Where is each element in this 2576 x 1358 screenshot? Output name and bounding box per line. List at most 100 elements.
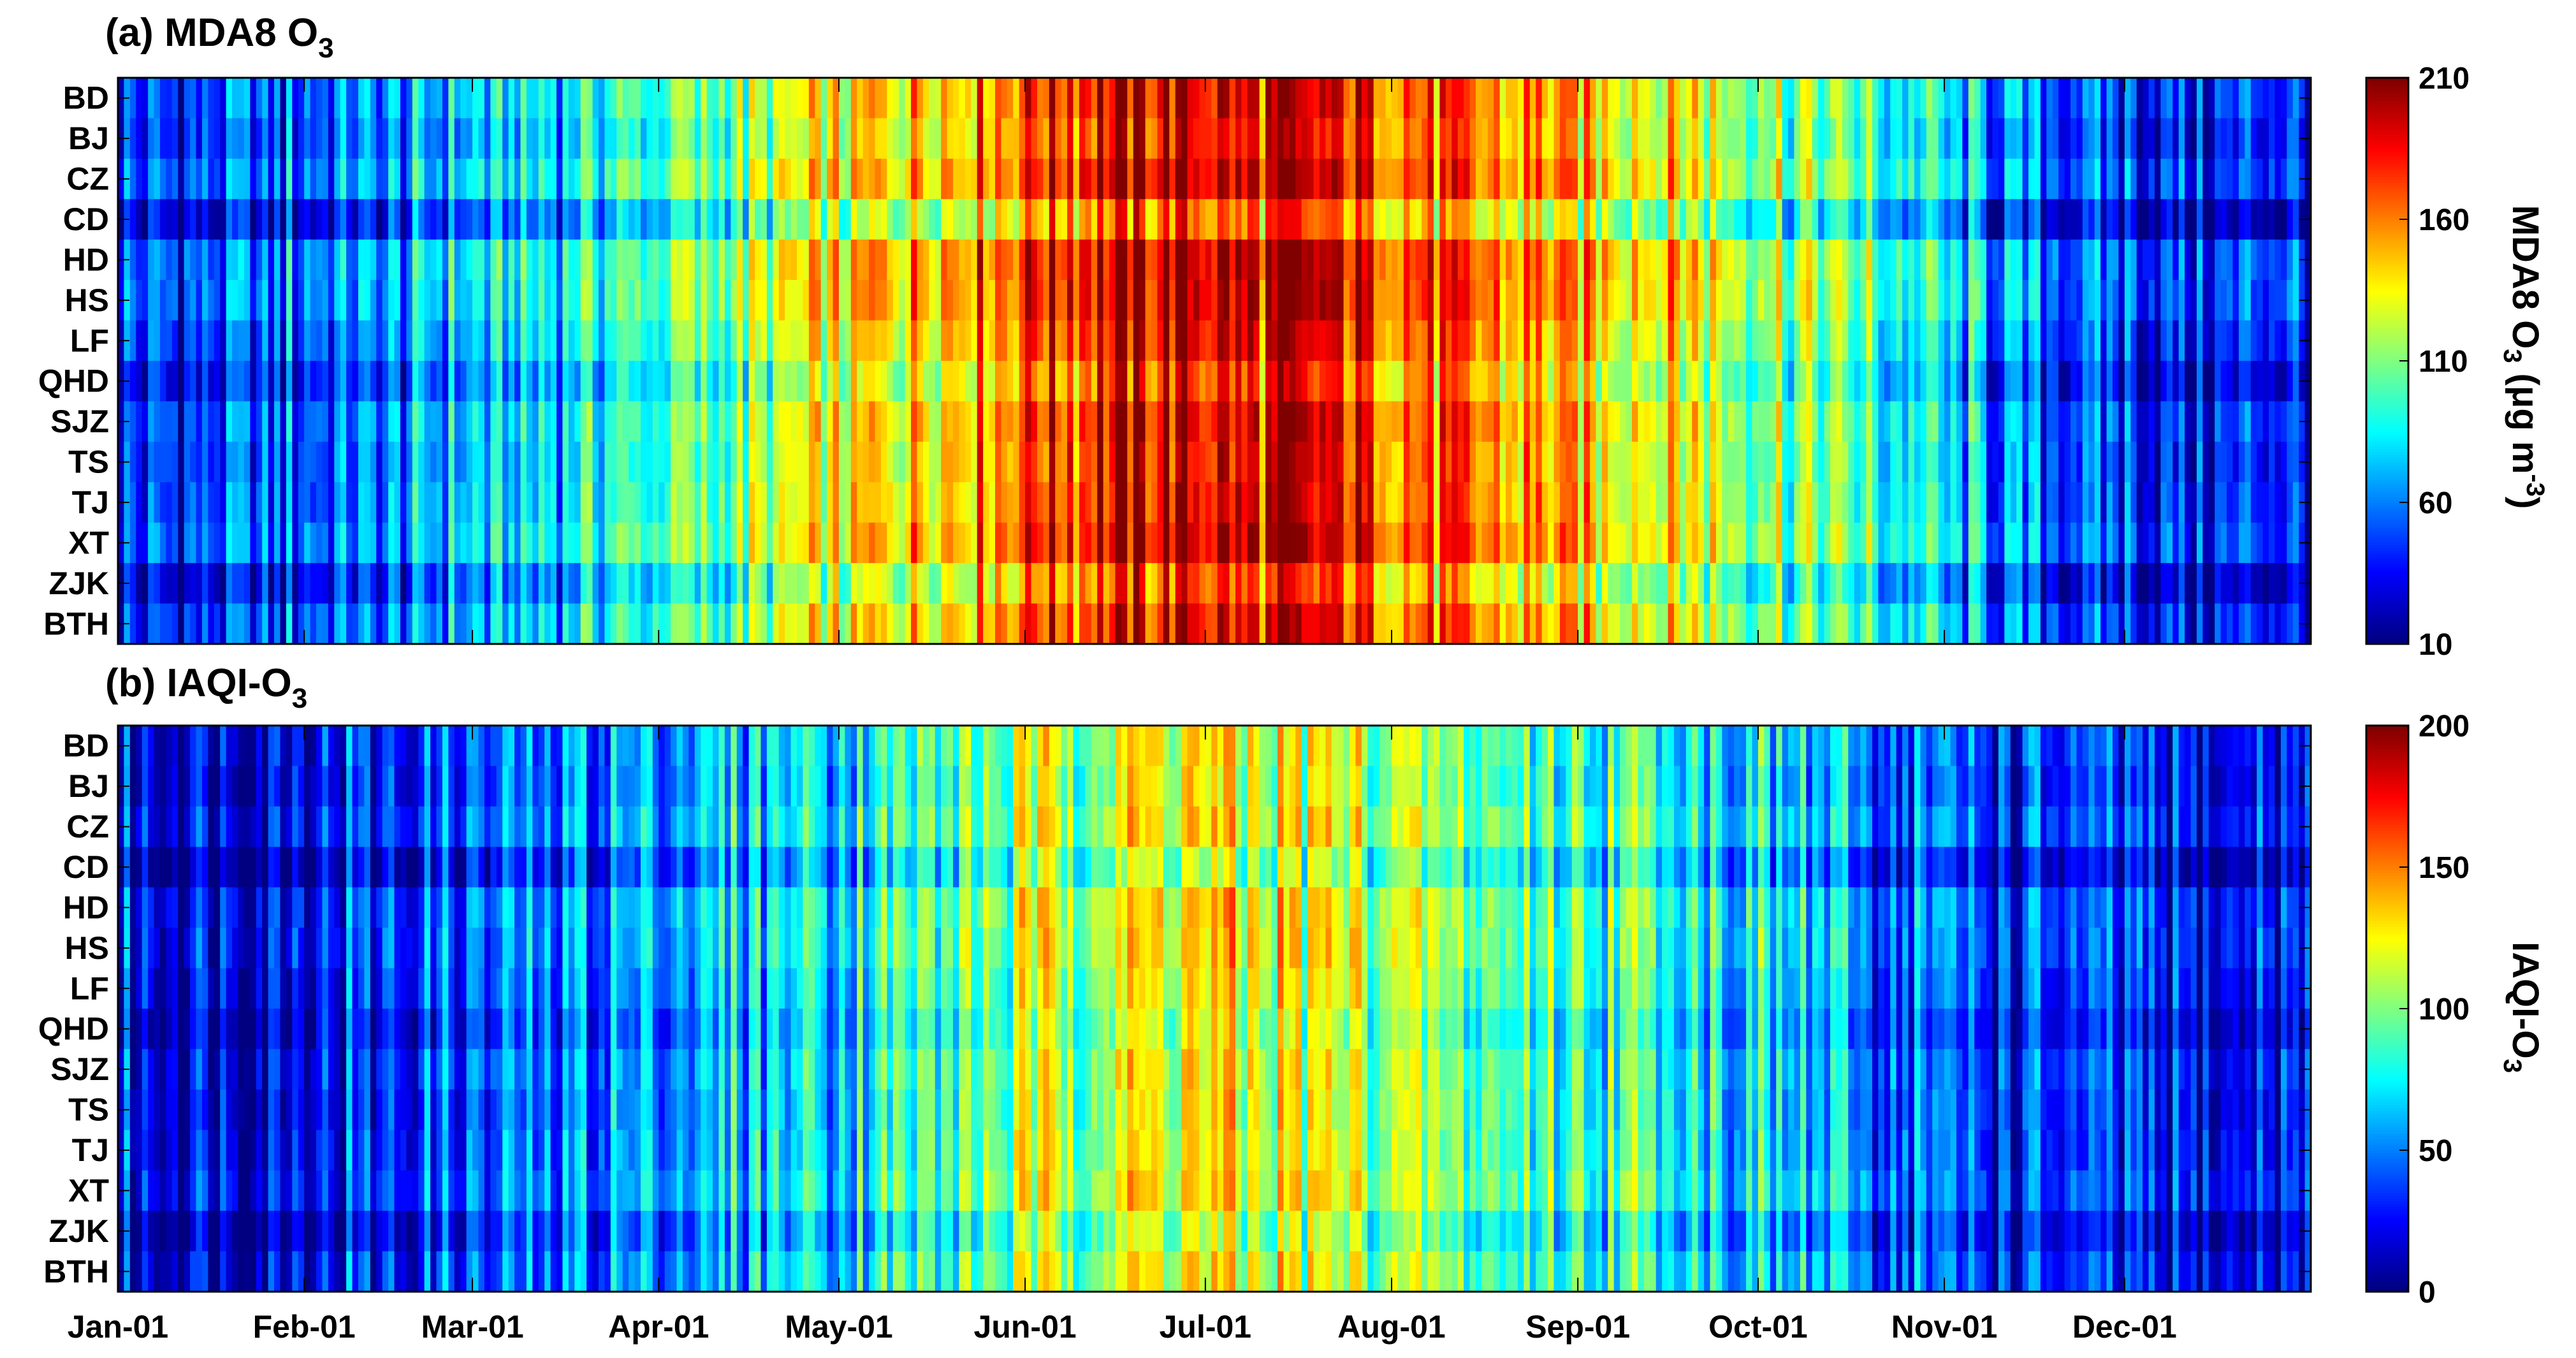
heatmap-cell [334, 320, 341, 361]
heatmap-cell [370, 199, 377, 240]
heatmap-cell [538, 441, 545, 483]
heatmap-cell [1277, 320, 1284, 361]
heatmap-cell [892, 78, 899, 119]
heatmap-cell [298, 482, 305, 523]
heatmap-cell [1091, 522, 1098, 564]
heatmap-cell [652, 361, 660, 402]
heatmap-cell [1613, 441, 1620, 483]
heatmap-cell [1247, 320, 1255, 361]
heatmap-cell [1620, 522, 1627, 564]
heatmap-cell [1632, 482, 1639, 523]
heatmap-cell [796, 78, 804, 119]
heatmap-cell [226, 482, 233, 523]
heatmap-cell [1554, 199, 1561, 240]
heatmap-cell [629, 482, 636, 523]
heatmap-cell [328, 361, 335, 402]
heatmap-cell [2100, 482, 2107, 523]
heatmap-cell [1205, 603, 1212, 645]
heatmap-cell [2088, 78, 2095, 119]
heatmap-cell [532, 158, 539, 200]
heatmap-cell [1986, 522, 1993, 564]
heatmap-cell [1499, 441, 1506, 483]
heatmap-cell [190, 441, 197, 483]
heatmap-cell [2280, 280, 2288, 321]
heatmap-cell [1770, 199, 1777, 240]
heatmap-cell [256, 482, 263, 523]
heatmap-cell [2185, 158, 2192, 200]
heatmap-cell [2136, 78, 2143, 119]
heatmap-cell [1397, 603, 1404, 645]
heatmap-cell [935, 158, 942, 200]
heatmap-cell [136, 361, 143, 402]
heatmap-cell [538, 482, 545, 523]
heatmap-cell [340, 320, 347, 361]
heatmap-cell [778, 280, 785, 321]
heatmap-cell [1169, 239, 1176, 281]
heatmap-cell [1025, 482, 1032, 523]
heatmap-cell [850, 361, 858, 402]
heatmap-cell [2196, 401, 2204, 442]
heatmap-cell [1680, 482, 1687, 523]
heatmap-cell [1007, 78, 1014, 119]
heatmap-cell [436, 603, 443, 645]
heatmap-cell [418, 118, 425, 159]
heatmap-cell [1818, 482, 1825, 523]
heatmap-cell [701, 603, 708, 645]
heatmap-cell [1692, 320, 1699, 361]
heatmap-cell [1613, 482, 1620, 523]
heatmap-cell [1211, 361, 1218, 402]
heatmap-cell [256, 441, 263, 483]
heatmap-cell [442, 320, 449, 361]
heatmap-cell [244, 78, 251, 119]
heatmap-cell [1776, 118, 1783, 159]
heatmap-cell [1746, 401, 1753, 442]
heatmap-cell [640, 239, 648, 281]
heatmap-cell [220, 158, 227, 200]
heatmap-cell [394, 199, 401, 240]
heatmap-cell [953, 158, 960, 200]
heatmap-cell [838, 361, 846, 402]
heatmap-cell [1998, 199, 2005, 240]
heatmap-cell [1043, 522, 1050, 564]
heatmap-cell [1578, 199, 1585, 240]
heatmap-cell [1145, 78, 1152, 119]
heatmap-cell [454, 78, 461, 119]
heatmap-cell [1361, 563, 1369, 604]
heatmap-cell [2064, 199, 2071, 240]
heatmap-cell [815, 320, 822, 361]
heatmap-cell [1350, 563, 1357, 604]
heatmap-cell [1710, 563, 1717, 604]
heatmap-cell [358, 401, 365, 442]
heatmap-cell [1872, 563, 1879, 604]
heatmap-cell [1175, 603, 1182, 645]
heatmap-cell [1848, 563, 1855, 604]
heatmap-cell [1434, 118, 1441, 159]
heatmap-cell [1986, 78, 1993, 119]
heatmap-cell [166, 401, 173, 442]
heatmap-cell [352, 280, 359, 321]
heatmap-cell [766, 118, 774, 159]
heatmap-cell [1698, 482, 1705, 523]
heatmap-cell [887, 482, 894, 523]
heatmap-cell [1265, 522, 1272, 564]
heatmap-cell [622, 118, 629, 159]
heatmap-cell [201, 522, 209, 564]
heatmap-cell [790, 280, 797, 321]
heatmap-cell [2280, 401, 2288, 442]
heatmap-cell [1229, 158, 1236, 200]
heatmap-cell [1392, 361, 1399, 402]
heatmap-cell [1235, 280, 1242, 321]
heatmap-cell [232, 563, 239, 604]
heatmap-cell [129, 563, 137, 604]
heatmap-cell [1079, 361, 1086, 402]
heatmap-cell [1830, 239, 1837, 281]
heatmap-cell [1734, 361, 1741, 402]
heatmap-cell [1271, 199, 1278, 240]
heatmap-cell [2004, 280, 2011, 321]
heatmap-cell [1103, 482, 1110, 523]
heatmap-cell [1920, 158, 1927, 200]
heatmap-cell [929, 118, 936, 159]
heatmap-cell [532, 522, 539, 564]
heatmap-cell [773, 280, 780, 321]
heatmap-cell [1187, 603, 1194, 645]
